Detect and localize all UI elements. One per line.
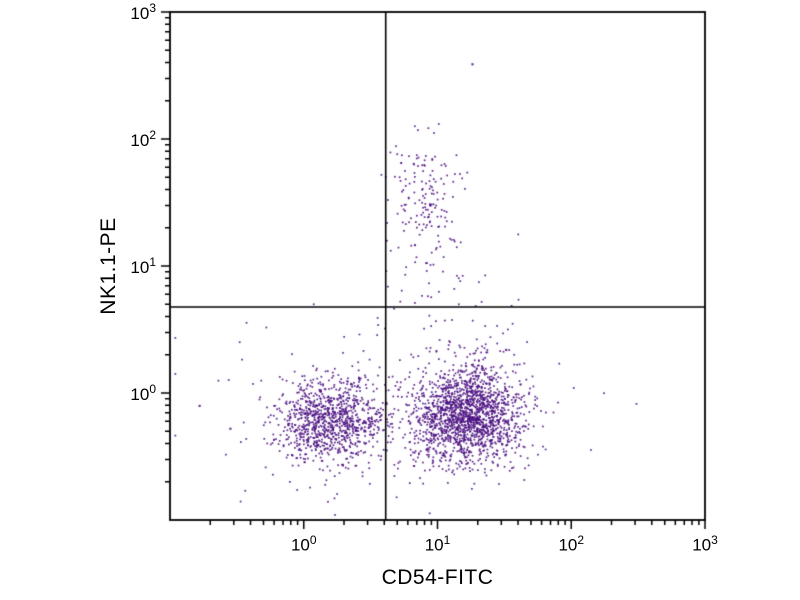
y-axis-title: NK1.1-PE	[97, 217, 120, 315]
y-tick-label-10e0: 100	[130, 382, 156, 404]
y-tick-label-10e3: 103	[130, 1, 156, 23]
x-axis-title: CD54-FITC	[381, 566, 494, 589]
y-tick-label-10e2: 102	[130, 128, 156, 150]
x-tick-label-10e0: 100	[290, 533, 317, 555]
y-tick-label-10e1: 101	[130, 255, 156, 277]
x-tick-label-10e1: 101	[424, 533, 451, 555]
x-tick-label-10e3: 103	[692, 533, 718, 555]
x-tick-label-10e2: 102	[558, 533, 585, 555]
